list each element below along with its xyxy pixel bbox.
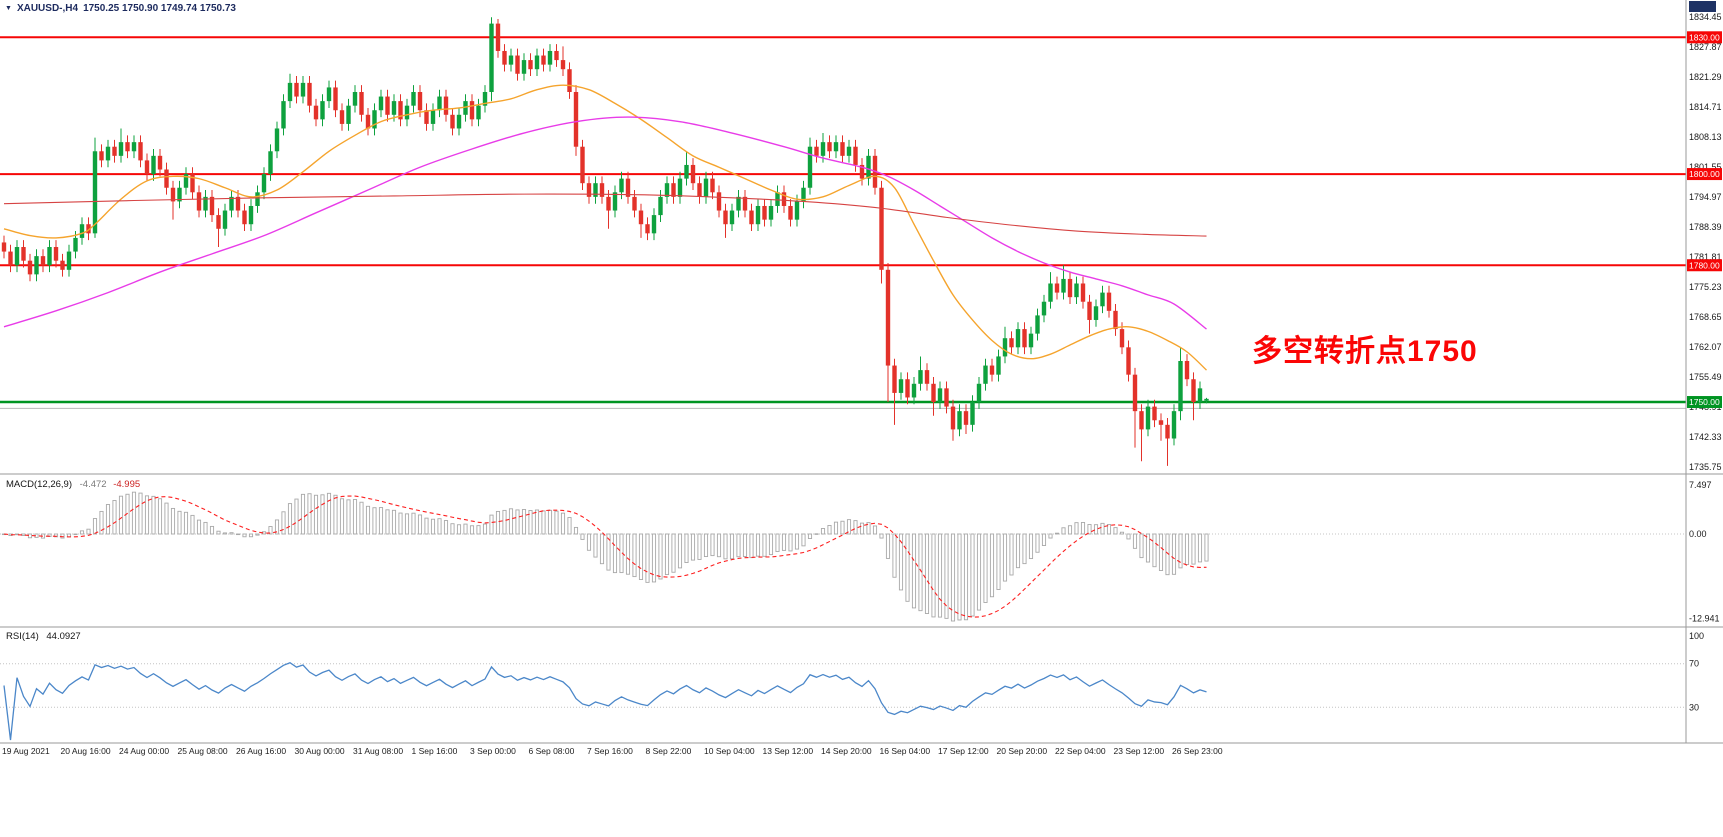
svg-text:1801.55: 1801.55 <box>1689 162 1722 172</box>
price-axis[interactable]: 1834.45 1827.87 1821.29 1814.71 1808.13 1801.… <box>1689 12 1722 712</box>
candles <box>1 17 1209 466</box>
svg-text:3 Sep 00:00: 3 Sep 00:00 <box>470 746 516 756</box>
svg-text:7.497: 7.497 <box>1689 480 1712 490</box>
rsi-line <box>3 662 1207 741</box>
svg-text:1830.00: 1830.00 <box>1689 32 1720 42</box>
svg-text:1808.13: 1808.13 <box>1689 132 1722 142</box>
ohlc-quote-label: 1750.25 1750.90 1749.74 1750.73 <box>83 3 236 14</box>
svg-text:1755.49: 1755.49 <box>1689 372 1722 382</box>
ma-slow-line <box>3 193 1207 237</box>
macd-value: -4.472 <box>79 479 107 490</box>
svg-text:70: 70 <box>1689 659 1699 669</box>
svg-text:1834.45: 1834.45 <box>1689 12 1722 22</box>
svg-text:1827.87: 1827.87 <box>1689 42 1722 52</box>
svg-text:24 Aug 00:00: 24 Aug 00:00 <box>119 746 169 756</box>
panel-separators <box>0 0 1723 744</box>
svg-text:31 Aug 08:00: 31 Aug 08:00 <box>353 746 403 756</box>
svg-text:22 Sep 04:00: 22 Sep 04:00 <box>1055 746 1106 756</box>
chart-title: ▼ XAUUSD-,H4 1750.25 1750.90 1749.74 175… <box>5 3 236 14</box>
svg-text:1821.29: 1821.29 <box>1689 72 1722 82</box>
svg-text:1794.97: 1794.97 <box>1689 192 1722 202</box>
macd-name: MACD(12,26,9) <box>6 479 72 490</box>
macd-signal-value: -4.995 <box>113 479 141 490</box>
chart-annotation-text: 多空转折点1750 <box>1252 335 1478 368</box>
svg-text:26 Sep 23:00: 26 Sep 23:00 <box>1172 746 1223 756</box>
svg-text:17 Sep 12:00: 17 Sep 12:00 <box>938 746 989 756</box>
svg-text:1780.00: 1780.00 <box>1689 260 1720 270</box>
ma-fast-line <box>3 84 1207 371</box>
rsi-level-lines <box>0 663 1686 708</box>
svg-text:0.00: 0.00 <box>1689 529 1707 539</box>
symbol-period-label: XAUUSD-,H4 <box>16 3 79 14</box>
macd-histogram <box>1 491 1209 622</box>
svg-text:13 Sep 12:00: 13 Sep 12:00 <box>763 746 814 756</box>
rsi-name: RSI(14) <box>6 631 39 642</box>
svg-text:20 Aug 16:00: 20 Aug 16:00 <box>61 746 111 756</box>
rsi-indicator-label: RSI(14) 44.0927 <box>6 631 81 642</box>
svg-text:1800.00: 1800.00 <box>1689 169 1720 179</box>
svg-text:1775.23: 1775.23 <box>1689 282 1722 292</box>
time-axis[interactable]: 19 Aug 2021 20 Aug 16:00 24 Aug 00:00 25 Au… <box>2 746 1223 756</box>
svg-text:1735.75: 1735.75 <box>1689 462 1722 472</box>
svg-text:10 Sep 04:00: 10 Sep 04:00 <box>704 746 755 756</box>
svg-text:1742.33: 1742.33 <box>1689 432 1722 442</box>
macd-indicator-label: MACD(12,26,9) -4.472 -4.995 <box>6 479 140 490</box>
svg-text:1750.00: 1750.00 <box>1689 397 1720 407</box>
svg-text:26 Aug 16:00: 26 Aug 16:00 <box>236 746 286 756</box>
svg-text:14 Sep 20:00: 14 Sep 20:00 <box>821 746 872 756</box>
svg-text:1788.39: 1788.39 <box>1689 222 1722 232</box>
svg-text:8 Sep 22:00: 8 Sep 22:00 <box>646 746 692 756</box>
horizontal-level-lines <box>0 36 1686 409</box>
svg-text:-12.941: -12.941 <box>1689 614 1720 624</box>
svg-text:1781.81: 1781.81 <box>1689 252 1722 262</box>
svg-text:1768.65: 1768.65 <box>1689 312 1722 322</box>
scrollbar-thumb[interactable] <box>1689 1 1716 12</box>
svg-text:30 Aug 00:00: 30 Aug 00:00 <box>295 746 345 756</box>
svg-text:20 Sep 20:00: 20 Sep 20:00 <box>997 746 1048 756</box>
svg-text:100: 100 <box>1689 631 1704 641</box>
macd-signal-line <box>3 495 1207 618</box>
svg-text:19 Aug 2021: 19 Aug 2021 <box>2 746 50 756</box>
price-axis-badges: 1830.00 1800.00 1780.00 1750.00 <box>1687 31 1722 409</box>
symbol-dropdown-icon[interactable]: ▼ <box>5 5 12 12</box>
svg-text:7 Sep 16:00: 7 Sep 16:00 <box>587 746 633 756</box>
svg-text:16 Sep 04:00: 16 Sep 04:00 <box>880 746 931 756</box>
svg-text:25 Aug 08:00: 25 Aug 08:00 <box>178 746 228 756</box>
svg-text:23 Sep 12:00: 23 Sep 12:00 <box>1114 746 1165 756</box>
ma-mid-line <box>3 116 1207 330</box>
svg-text:30: 30 <box>1689 702 1699 712</box>
rsi-value: 44.0927 <box>46 631 81 642</box>
svg-text:1814.71: 1814.71 <box>1689 102 1722 112</box>
svg-text:1 Sep 16:00: 1 Sep 16:00 <box>412 746 458 756</box>
svg-text:1762.07: 1762.07 <box>1689 342 1722 352</box>
svg-text:6 Sep 08:00: 6 Sep 08:00 <box>529 746 575 756</box>
